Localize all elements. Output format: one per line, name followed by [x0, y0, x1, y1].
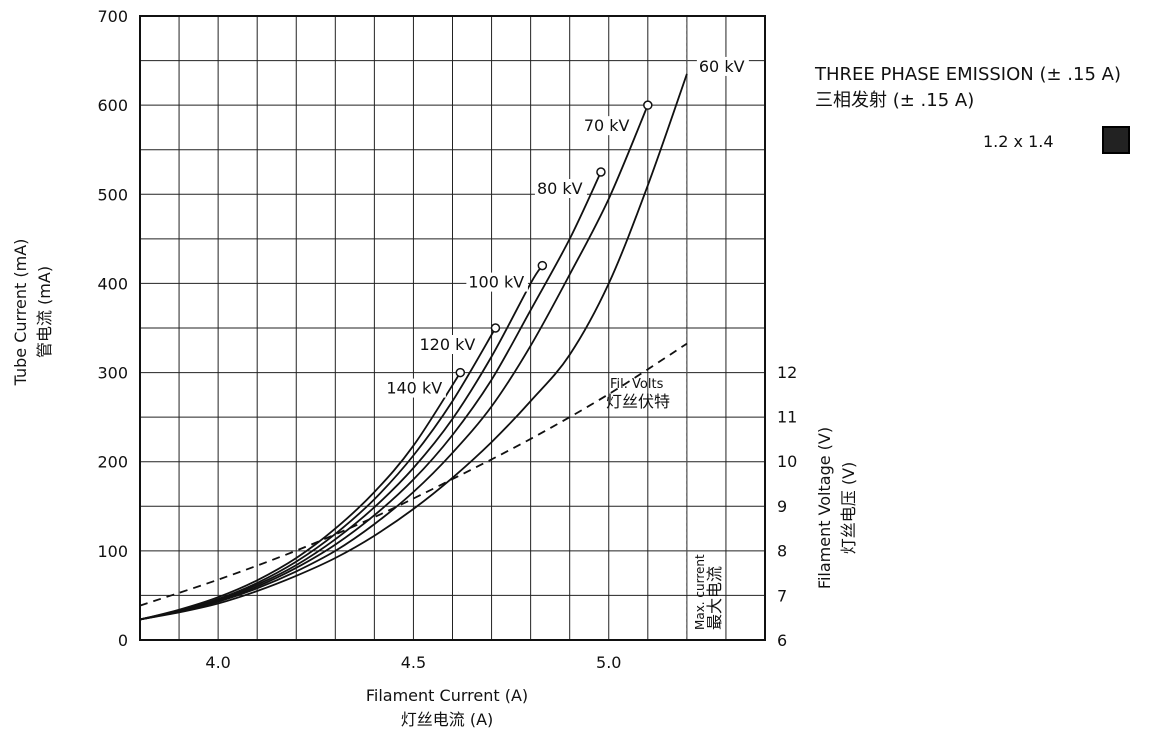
series-line-140-kv [139, 372, 462, 621]
curves [139, 73, 688, 621]
curve-label-80-kv: 80 kV [537, 179, 583, 198]
legend-entry: 1.2 x 1.4 [983, 132, 1054, 151]
legend: THREE PHASE EMISSION (± .15 A) 三相发射 (± .… [815, 62, 1155, 154]
grid [139, 15, 766, 641]
max-current-label: Max. current [693, 554, 707, 630]
end-marker-120-kv [490, 323, 501, 333]
legend-swatch [1102, 126, 1130, 154]
curve-labels: 60 kV 70 kV 80 kV 100 kV 120 kV 140 kV [384, 56, 749, 398]
y-right-axis-title-zh: 灯丝电压 (V) [839, 462, 858, 555]
curve-label-bg [581, 116, 634, 136]
series-line-70-kv [139, 104, 649, 621]
curve-label-100-kv: 100 kV [468, 273, 524, 292]
curve-label-60-kv: 60 kV [699, 57, 745, 76]
curve-label-140-kv: 140 kV [386, 379, 442, 398]
legend-title-zh: 三相发射 (± .15 A) [815, 90, 975, 111]
y-right-tick-label: 8 [777, 542, 787, 561]
curve-label-bg [696, 56, 749, 76]
series-line-120-kv [139, 327, 497, 621]
y-left-tick-label: 0 [118, 631, 128, 650]
x-tick-label: 4.5 [401, 653, 426, 672]
curve-label-bg [417, 335, 480, 354]
y-left-tick-label: 400 [97, 274, 128, 293]
y-right-tick-label: 9 [777, 497, 787, 516]
plot-frame [139, 15, 766, 641]
y-right-axis-title: Filament Voltage (V) [815, 427, 834, 589]
series-line-100-kv [139, 265, 544, 621]
curve-label-bg [534, 179, 587, 198]
x-tick-label: 5.0 [596, 653, 621, 672]
y-left-tick-label: 300 [97, 364, 128, 383]
y-left-tick-label: 200 [97, 453, 128, 472]
y-right-tick-label: 6 [777, 631, 787, 650]
y-right-tick-label: 12 [777, 363, 797, 382]
curve-label-bg [384, 378, 446, 398]
end-marker-100-kv [537, 260, 548, 271]
y-right-tick-label: 11 [777, 408, 797, 427]
curve-label-120-kv: 120 kV [419, 335, 475, 354]
y-left-tick-label: 100 [97, 542, 128, 561]
fil-volts-label: Fil. Volts [610, 377, 664, 392]
y-right-tick-label: 7 [777, 586, 787, 605]
y-left-tick-label: 700 [97, 7, 128, 26]
fil-volts-label-zh: 灯丝伏特 [606, 392, 670, 411]
curve-label-bg [466, 272, 528, 292]
plot-border [139, 15, 766, 641]
series-line-60-kv [139, 73, 688, 621]
y-left-tick-label: 600 [97, 96, 128, 115]
y-right-tick-label: 10 [777, 452, 797, 471]
x-axis-title-zh: 灯丝电流 (A) [401, 710, 494, 729]
legend-title: THREE PHASE EMISSION (± .15 A) [815, 64, 1121, 85]
y-left-axis-title: Tube Current (mA) [11, 239, 30, 387]
curve-label-70-kv: 70 kV [584, 116, 630, 135]
max-current-label-zh: 最大电流 [705, 566, 724, 630]
series-line-fil-volts [139, 342, 688, 607]
end-markers [455, 100, 653, 378]
end-marker-140-kv [455, 367, 466, 378]
x-axis-title: Filament Current (A) [366, 686, 528, 705]
x-tick-label: 4.0 [205, 653, 230, 672]
y-left-tick-label: 500 [97, 185, 128, 204]
end-marker-80-kv [596, 167, 606, 177]
y-left-axis-title-zh: 管电流 (mA) [35, 266, 54, 358]
tick-labels: 0 100 200 300 400 500 600 700 4.0 4.5 5.0 6 7 8 9 10 11 1… [97, 7, 797, 672]
end-marker-70-kv [643, 100, 653, 110]
